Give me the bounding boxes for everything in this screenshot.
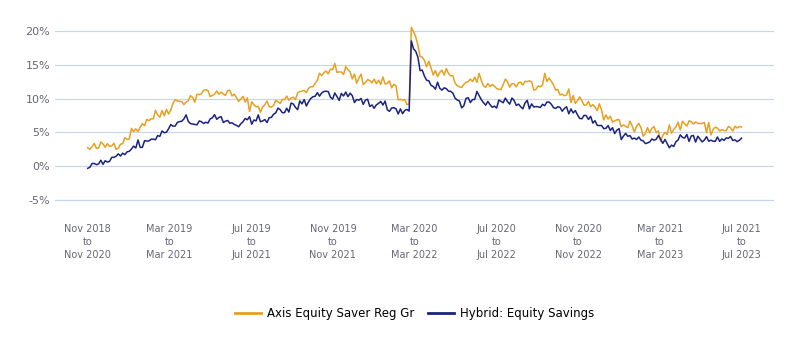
Legend: Axis Equity Saver Reg Gr, Hybrid: Equity Savings: Axis Equity Saver Reg Gr, Hybrid: Equity… — [230, 302, 599, 325]
